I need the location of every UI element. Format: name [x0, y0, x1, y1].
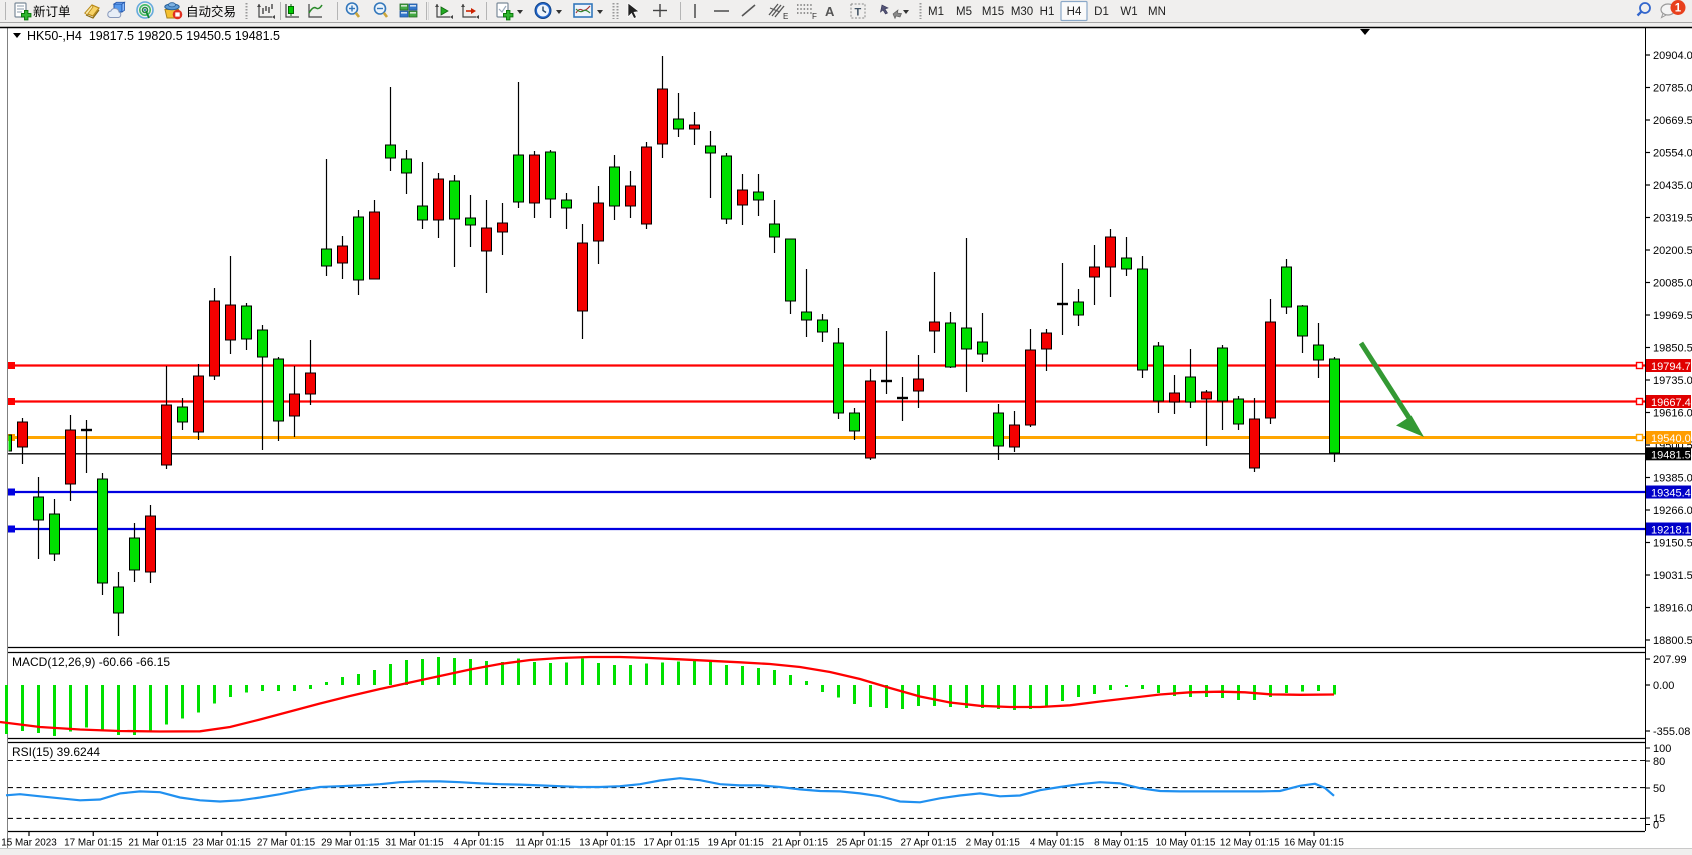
svg-text:19667.4: 19667.4	[1651, 397, 1691, 409]
svg-text:10 May 01:15: 10 May 01:15	[1156, 838, 1216, 849]
svg-text:H4: H4	[1067, 6, 1082, 18]
svg-text:207.99: 207.99	[1653, 654, 1687, 666]
svg-text:19735.0: 19735.0	[1653, 375, 1692, 387]
svg-text:11 Apr 01:15: 11 Apr 01:15	[515, 838, 571, 849]
svg-text:20085.0: 20085.0	[1653, 278, 1692, 290]
svg-text:25 Apr 01:15: 25 Apr 01:15	[836, 838, 893, 849]
svg-text:19969.5: 19969.5	[1653, 310, 1692, 322]
svg-text:MACD(12,26,9) -60.66 -66.15: MACD(12,26,9) -60.66 -66.15	[12, 655, 170, 669]
svg-text:-355.08: -355.08	[1653, 726, 1690, 738]
svg-text:4 May 01:15: 4 May 01:15	[1030, 838, 1085, 849]
svg-text:20554.0: 20554.0	[1653, 148, 1692, 160]
svg-text:16 May 01:15: 16 May 01:15	[1284, 838, 1344, 849]
svg-text:100: 100	[1653, 743, 1671, 755]
svg-text:M5: M5	[956, 6, 972, 18]
svg-text:19266.0: 19266.0	[1653, 505, 1692, 517]
svg-text:19616.0: 19616.0	[1653, 408, 1692, 420]
svg-text:2 May 01:15: 2 May 01:15	[966, 838, 1021, 849]
svg-text:MN: MN	[1148, 6, 1166, 18]
svg-text:8 May 01:15: 8 May 01:15	[1094, 838, 1149, 849]
svg-text:50: 50	[1653, 783, 1665, 795]
svg-text:12 May 01:15: 12 May 01:15	[1220, 838, 1280, 849]
svg-text:新订单: 新订单	[33, 4, 71, 19]
svg-text:A: A	[825, 4, 835, 19]
svg-text:H1: H1	[1040, 6, 1055, 18]
svg-text:20435.0: 20435.0	[1653, 180, 1692, 192]
svg-text:31 Mar 01:15: 31 Mar 01:15	[385, 838, 444, 849]
svg-text:W1: W1	[1120, 6, 1137, 18]
svg-text:21 Mar 01:15: 21 Mar 01:15	[128, 838, 187, 849]
svg-text:19218.1: 19218.1	[1651, 525, 1691, 537]
svg-text:21 Apr 01:15: 21 Apr 01:15	[772, 838, 829, 849]
svg-text:0.00: 0.00	[1653, 680, 1674, 692]
svg-text:17 Mar 01:15: 17 Mar 01:15	[64, 838, 123, 849]
svg-text:15: 15	[1653, 813, 1665, 825]
svg-text:27 Apr 01:15: 27 Apr 01:15	[900, 838, 957, 849]
svg-text:19031.5: 19031.5	[1653, 570, 1692, 582]
svg-text:15 Mar 2023: 15 Mar 2023	[1, 838, 57, 849]
svg-text:19385.0: 19385.0	[1653, 473, 1692, 485]
svg-text:17 Apr 01:15: 17 Apr 01:15	[643, 838, 700, 849]
svg-text:19 Apr 01:15: 19 Apr 01:15	[708, 838, 765, 849]
svg-text:M15: M15	[982, 6, 1004, 18]
svg-text:19345.4: 19345.4	[1651, 488, 1691, 500]
svg-text:20785.0: 20785.0	[1653, 83, 1692, 95]
svg-text:19481.5: 19481.5	[1651, 449, 1691, 461]
svg-text:E: E	[783, 12, 788, 21]
svg-text:自动交易: 自动交易	[186, 4, 236, 19]
svg-text:18916.0: 18916.0	[1653, 603, 1692, 615]
svg-text:20319.5: 20319.5	[1653, 213, 1692, 225]
svg-text:20904.0: 20904.0	[1653, 50, 1692, 62]
svg-text:80: 80	[1653, 756, 1665, 768]
svg-text:20669.5: 20669.5	[1653, 115, 1692, 127]
svg-text:0: 0	[1653, 820, 1659, 832]
svg-text:18800.5: 18800.5	[1653, 635, 1692, 647]
svg-text:20200.5: 20200.5	[1653, 245, 1692, 257]
svg-text:HK50-,H4 19817.5 19820.5 1945: HK50-,H4 19817.5 19820.5 19450.5 19481.5	[27, 29, 280, 43]
svg-text:19150.5: 19150.5	[1653, 538, 1692, 550]
svg-text:27 Mar 01:15: 27 Mar 01:15	[257, 838, 316, 849]
svg-text:F: F	[812, 12, 817, 21]
svg-text:13 Apr 01:15: 13 Apr 01:15	[579, 838, 636, 849]
svg-text:19850.5: 19850.5	[1653, 343, 1692, 355]
svg-text:29 Mar 01:15: 29 Mar 01:15	[321, 838, 380, 849]
svg-text:M30: M30	[1011, 6, 1033, 18]
svg-text:19540.0: 19540.0	[1651, 433, 1691, 445]
svg-text:T: T	[855, 7, 862, 19]
svg-text:D1: D1	[1094, 6, 1109, 18]
svg-text:4 Apr 01:15: 4 Apr 01:15	[453, 838, 504, 849]
svg-text:23 Mar 01:15: 23 Mar 01:15	[193, 838, 252, 849]
svg-text:19794.7: 19794.7	[1651, 361, 1691, 373]
svg-text:1: 1	[1675, 3, 1682, 15]
svg-text:M1: M1	[928, 6, 944, 18]
svg-text:RSI(15) 39.6244: RSI(15) 39.6244	[12, 745, 100, 759]
